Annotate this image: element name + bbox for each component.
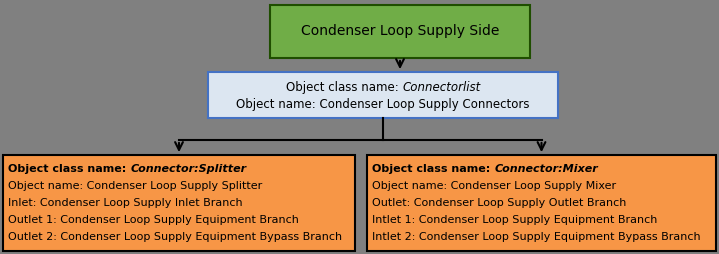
Text: Connectorlist: Connectorlist [402, 81, 480, 94]
Text: Object class name:: Object class name: [8, 164, 130, 174]
Text: Inlet: Condenser Loop Supply Inlet Branch: Inlet: Condenser Loop Supply Inlet Branc… [8, 198, 242, 208]
Bar [270, 5, 530, 58]
Bar [367, 155, 716, 251]
Text: Connector:Mixer: Connector:Mixer [494, 164, 598, 174]
Text: Connector:Splitter: Connector:Splitter [130, 164, 246, 174]
Text: Object name: Condenser Loop Supply Connectors: Object name: Condenser Loop Supply Conne… [237, 98, 530, 111]
Text: Intlet 2: Condenser Loop Supply Equipment Bypass Branch: Intlet 2: Condenser Loop Supply Equipmen… [372, 232, 700, 242]
Text: Outlet: Condenser Loop Supply Outlet Branch: Outlet: Condenser Loop Supply Outlet Bra… [372, 198, 626, 208]
Text: Object class name:: Object class name: [285, 81, 402, 94]
Text: Outlet 1: Condenser Loop Supply Equipment Branch: Outlet 1: Condenser Loop Supply Equipmen… [8, 215, 299, 225]
Text: Outlet 2: Condenser Loop Supply Equipment Bypass Branch: Outlet 2: Condenser Loop Supply Equipmen… [8, 232, 342, 242]
Text: Object class name:: Object class name: [372, 164, 494, 174]
Text: Condenser Loop Supply Side: Condenser Loop Supply Side [301, 24, 499, 39]
Bar [208, 72, 558, 118]
Text: Object name: Condenser Loop Supply Mixer: Object name: Condenser Loop Supply Mixer [372, 181, 616, 191]
Bar [3, 155, 355, 251]
Text: Intlet 1: Condenser Loop Supply Equipment Branch: Intlet 1: Condenser Loop Supply Equipmen… [372, 215, 657, 225]
Text: Object name: Condenser Loop Supply Splitter: Object name: Condenser Loop Supply Split… [8, 181, 262, 191]
